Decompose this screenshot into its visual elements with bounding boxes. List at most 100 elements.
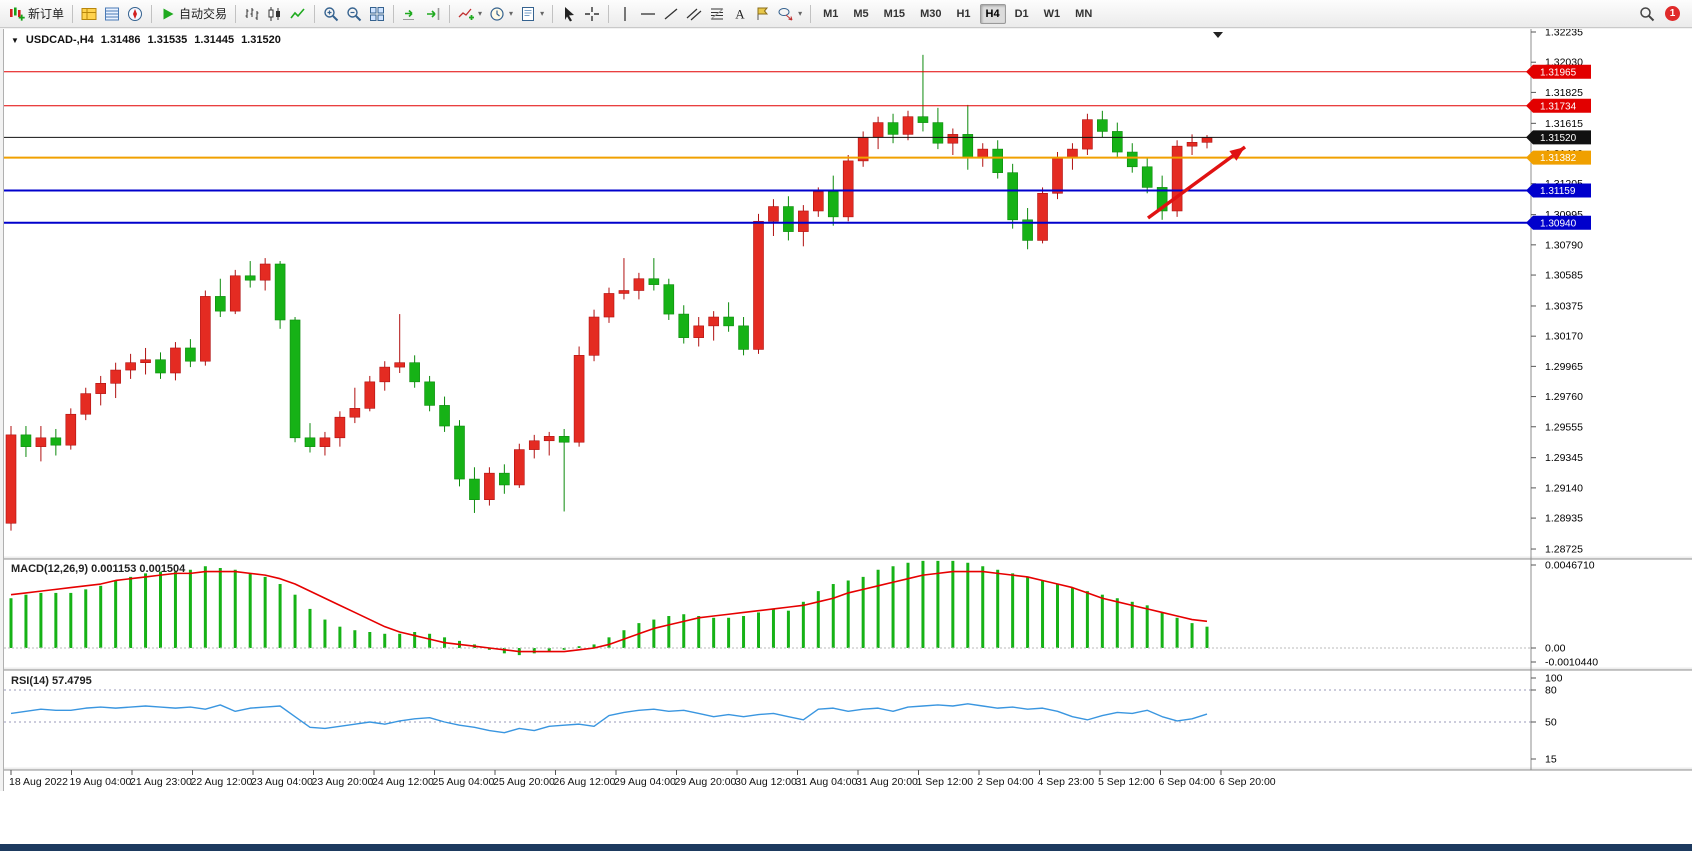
zoom-out-icon — [346, 6, 362, 22]
candle — [394, 362, 406, 368]
bar-chart-button[interactable] — [241, 1, 263, 27]
crosshair-button[interactable] — [581, 1, 603, 27]
timeframe-m1-button[interactable]: M1 — [823, 7, 839, 20]
time-axis-label: 6 Sep 20:00 — [1219, 776, 1276, 788]
price-badge-label: 1.31734 — [1540, 101, 1577, 112]
text-label-button[interactable] — [752, 1, 774, 27]
time-axis[interactable] — [4, 770, 1531, 791]
periods-button[interactable]: ▾ — [486, 1, 516, 27]
dropdown-arrow-icon: ▾ — [478, 9, 483, 18]
trend-line-button[interactable] — [660, 1, 682, 27]
candlestick-chart-button[interactable] — [264, 1, 286, 27]
timeframe-m15-button[interactable]: M15 — [883, 7, 906, 20]
price-badge — [1526, 183, 1591, 198]
data-window-icon — [104, 6, 120, 22]
arrow-shapes-button[interactable]: ▾ — [775, 1, 805, 27]
candle — [334, 416, 346, 439]
auto-scroll-button[interactable] — [399, 1, 421, 27]
toolbar-separator — [810, 4, 812, 23]
clock-icon — [489, 6, 505, 22]
zoom-out-button[interactable] — [343, 1, 365, 27]
text-button[interactable]: A — [729, 1, 751, 27]
data-window-button[interactable] — [101, 1, 123, 27]
dropdown-arrow-icon: ▾ — [509, 9, 514, 18]
candle — [35, 437, 47, 447]
equidistant-channel-button[interactable] — [683, 1, 705, 27]
candle — [977, 148, 989, 159]
indicators-icon — [458, 6, 475, 22]
candle — [708, 316, 719, 327]
channel-icon — [686, 6, 702, 22]
cursor-button[interactable] — [558, 1, 580, 27]
candle — [80, 393, 92, 415]
candle — [1022, 219, 1033, 241]
candle — [618, 290, 630, 294]
chart-shift-button[interactable] — [422, 1, 444, 27]
timeframe-w1-button[interactable]: W1 — [1043, 7, 1061, 20]
timeframe-m5-button[interactable]: M5 — [853, 7, 869, 20]
price-axis-label: 1.29140 — [1545, 482, 1583, 494]
candle — [229, 275, 241, 312]
new-order-button[interactable]: 新订单 — [6, 1, 67, 27]
price-badge — [1526, 98, 1591, 113]
taskbar-edge — [0, 844, 1692, 851]
shapes-icon — [778, 6, 794, 22]
templates-button[interactable]: ▾ — [517, 1, 547, 27]
trend-arrow[interactable] — [1146, 145, 1247, 220]
horizontal-line-button[interactable] — [637, 1, 659, 27]
fibonacci-button[interactable] — [706, 1, 728, 27]
search-icon[interactable] — [1639, 6, 1655, 22]
time-axis-label: 5 Sep 12:00 — [1098, 776, 1155, 788]
price-badge-label: 1.31520 — [1540, 133, 1577, 144]
candle — [992, 148, 1004, 173]
timeframe-d1-button[interactable]: D1 — [1014, 7, 1029, 20]
price-axis-label: 1.30585 — [1545, 270, 1583, 282]
notification-badge[interactable]: 1 — [1665, 6, 1680, 21]
dropdown-arrow-icon: ▾ — [540, 9, 545, 18]
timeframe-m30-button[interactable]: M30 — [920, 7, 942, 20]
bars-icon — [244, 6, 260, 22]
price-axis-label: 1.29345 — [1545, 452, 1583, 464]
candle — [633, 278, 645, 291]
line-chart-button[interactable] — [287, 1, 309, 27]
indicators-button[interactable]: ▾ — [455, 1, 485, 27]
auto-trading-button[interactable]: 自动交易 — [157, 1, 230, 27]
timeframe-h4-button[interactable]: H4 — [979, 3, 1006, 24]
tile-windows-button[interactable] — [366, 1, 388, 27]
rsi-axis-label: 80 — [1545, 685, 1557, 697]
toolbar-separator — [608, 4, 610, 23]
time-axis-label: 4 Sep 23:00 — [1038, 776, 1095, 788]
zoom-in-button[interactable] — [320, 1, 342, 27]
candle — [902, 116, 914, 135]
candle — [1097, 119, 1108, 132]
market-watch-button[interactable] — [78, 1, 100, 27]
candle — [95, 383, 106, 394]
macd-signal-line — [10, 570, 1208, 653]
candle — [827, 191, 839, 218]
price-axis-label: 1.29965 — [1545, 361, 1583, 373]
candle — [1007, 172, 1018, 221]
rsi-line — [10, 703, 1208, 734]
candle — [50, 437, 62, 446]
price-axis-label: 1.29555 — [1545, 421, 1583, 433]
chart-dropdown-icon[interactable]: ▼ — [11, 35, 19, 45]
candle — [887, 122, 899, 135]
vertical-line-button[interactable] — [614, 1, 636, 27]
time-axis-label: 6 Sep 04:00 — [1159, 776, 1216, 788]
navigator-button[interactable] — [124, 1, 146, 27]
timeframe-h1-button[interactable]: H1 — [956, 7, 971, 20]
candle — [215, 296, 226, 312]
candle — [499, 472, 510, 486]
chart-plot-area[interactable] — [4, 29, 1531, 558]
candle — [1186, 142, 1198, 147]
candle — [1052, 157, 1063, 194]
timeframe-mn-button[interactable]: MN — [1075, 7, 1093, 20]
time-axis-label: 18 Aug 2022 — [9, 776, 68, 788]
chart-shift-marker[interactable] — [1213, 32, 1223, 38]
candle — [842, 160, 854, 218]
price-badge — [1526, 64, 1591, 79]
time-axis-label: 29 Aug 04:00 — [614, 776, 676, 788]
vline-icon — [617, 6, 633, 22]
time-axis-label: 1 Sep 12:00 — [917, 776, 974, 788]
time-axis-label: 23 Aug 04:00 — [251, 776, 313, 788]
